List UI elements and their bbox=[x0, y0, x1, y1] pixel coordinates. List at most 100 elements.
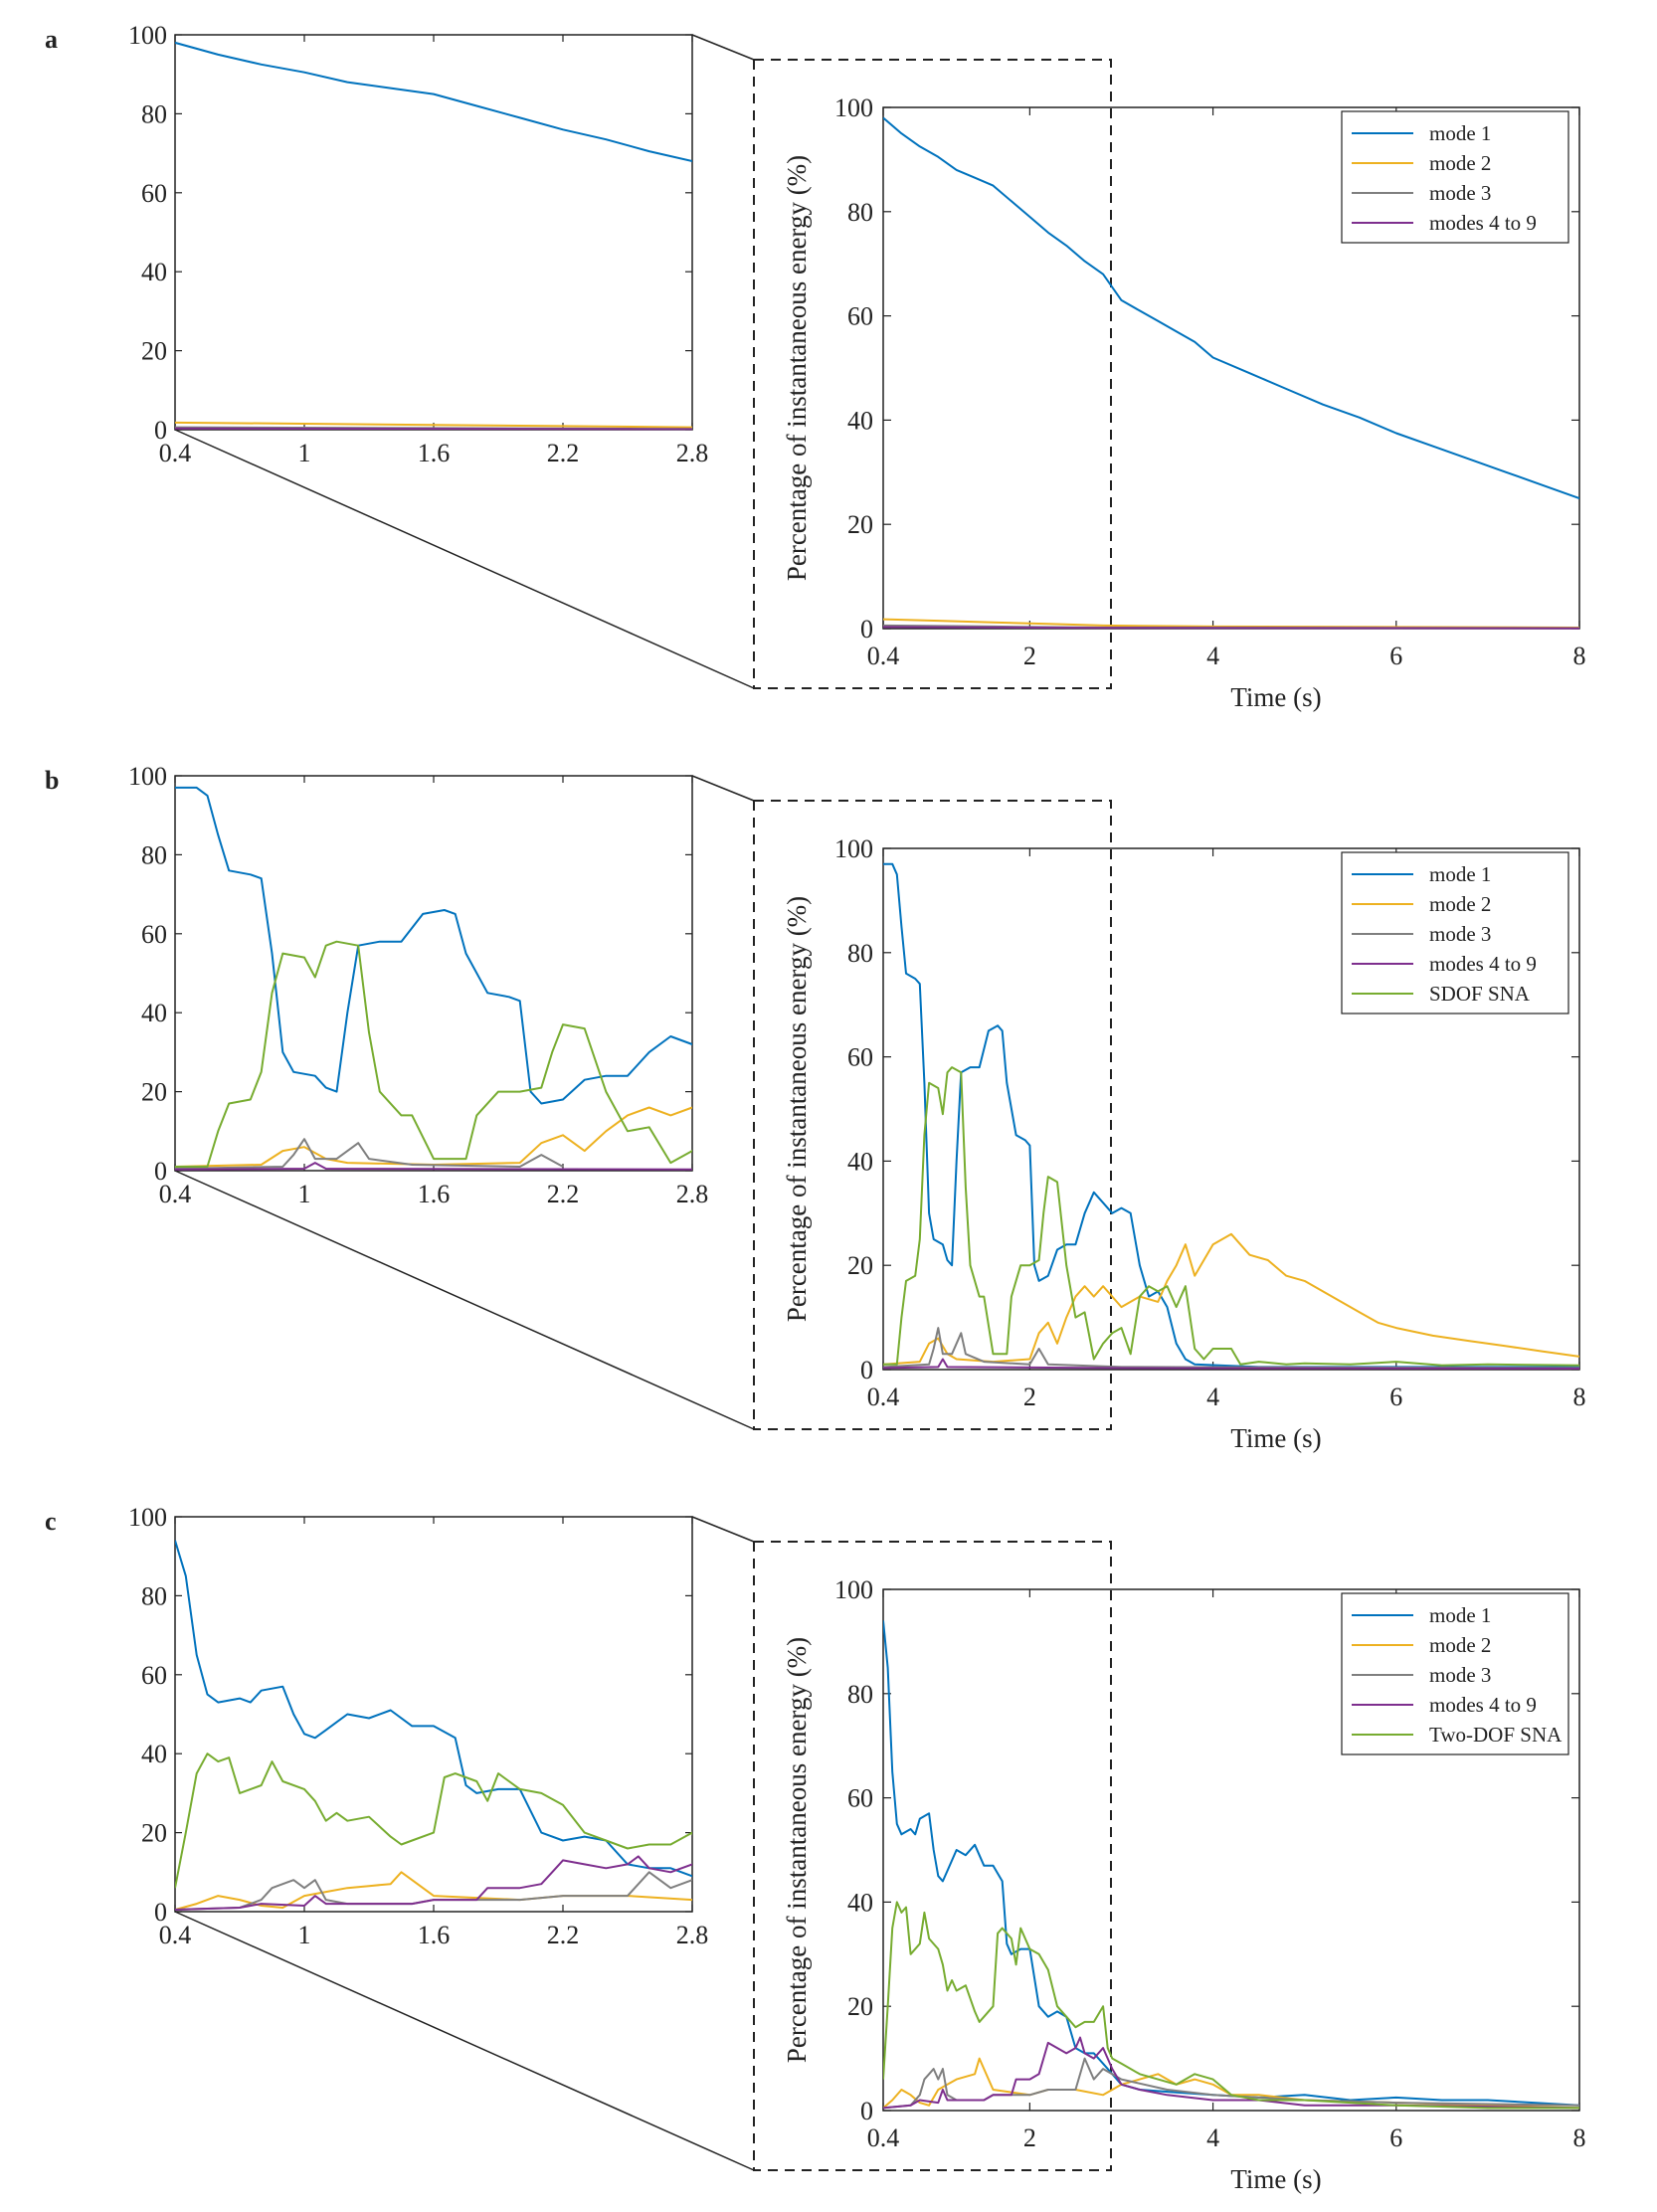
y-tick-label: 20 bbox=[847, 1992, 873, 2021]
y-tick-label: 40 bbox=[847, 406, 873, 435]
zoom-series-line-mode-2 bbox=[175, 1106, 692, 1168]
y-tick-label: 60 bbox=[847, 1043, 873, 1072]
zoom-y-tick-label: 100 bbox=[128, 21, 167, 50]
zoom-y-tick-label: 0 bbox=[154, 1898, 167, 1927]
x-tick-label: 4 bbox=[1206, 1382, 1219, 1411]
zoom-connector-line bbox=[174, 429, 755, 689]
zoom-x-tick-label: 2.8 bbox=[676, 1921, 709, 1949]
main-series-group bbox=[883, 116, 1579, 630]
zoom-series-line-mode-2 bbox=[175, 1871, 692, 1911]
legend-label: modes 4 to 9 bbox=[1429, 1693, 1537, 1717]
zoom-y-tick-label: 20 bbox=[141, 1819, 167, 1848]
zoom-x-tick-label: 1.6 bbox=[418, 1180, 451, 1208]
series-line-two-dof-sna bbox=[883, 1901, 1579, 2110]
y-tick-label: 0 bbox=[860, 2097, 873, 2125]
x-tick-label: 2 bbox=[1023, 2123, 1036, 2152]
x-tick-label: 2 bbox=[1023, 642, 1036, 670]
y-tick-label: 60 bbox=[847, 302, 873, 331]
zoom-series-group bbox=[175, 786, 692, 1171]
zoom-y-tick-label: 20 bbox=[141, 337, 167, 366]
panel-letter: a bbox=[45, 25, 58, 54]
zoom-connector-line bbox=[691, 1516, 755, 1543]
x-tick-label: 2 bbox=[1023, 1382, 1036, 1411]
x-tick-label: 8 bbox=[1573, 2123, 1586, 2152]
legend-label: mode 1 bbox=[1429, 1603, 1491, 1627]
main-series-group bbox=[883, 1620, 1579, 2110]
x-tick-label: 4 bbox=[1206, 642, 1219, 670]
legend: mode 1 mode 2 mode 3 modes 4 to 9 bbox=[1341, 110, 1569, 244]
legend-label: mode 1 bbox=[1429, 862, 1491, 886]
y-tick-label: 80 bbox=[847, 1680, 873, 1709]
zoom-y-tick-label: 80 bbox=[141, 99, 167, 128]
y-axis-label: Percentage of instantaneous energy (%) bbox=[782, 1637, 812, 2063]
chart-panel-b: b 0 20 40 60 80 100 0.4 2 4 6 8 Time (s) Percentage o… bbox=[45, 762, 1586, 1453]
legend: mode 1 mode 2 mode 3 modes 4 to 9 SDOF SNA bbox=[1341, 851, 1569, 1014]
zoom-series-line-mode-3 bbox=[175, 1871, 692, 1911]
y-tick-label: 20 bbox=[847, 510, 873, 539]
panel-letter: c bbox=[45, 1507, 57, 1536]
zoom-series-line-mode-1 bbox=[175, 786, 692, 1105]
zoom-y-tick-label: 40 bbox=[141, 258, 167, 286]
legend-label: mode 2 bbox=[1429, 892, 1491, 916]
zoom-y-tick-label: 100 bbox=[128, 1503, 167, 1532]
zoom-series-line-sdof-sna bbox=[175, 940, 692, 1168]
zoom-series-line-modes-4-to-9 bbox=[175, 1162, 692, 1171]
zoom-y-tick-label: 60 bbox=[141, 1661, 167, 1690]
zoom-series-group bbox=[175, 1540, 692, 1911]
zoom-x-tick-label: 1.6 bbox=[418, 1921, 451, 1949]
zoom-x-tick-label: 1 bbox=[298, 439, 311, 467]
legend-label: mode 3 bbox=[1429, 922, 1491, 946]
legend: mode 1 mode 2 mode 3 modes 4 to 9 Two-DOF SN… bbox=[1341, 1592, 1569, 1755]
y-tick-label: 0 bbox=[860, 1356, 873, 1384]
y-tick-label: 20 bbox=[847, 1251, 873, 1280]
zoom-plot-frame bbox=[174, 775, 693, 1172]
zoom-region-box bbox=[753, 800, 1112, 1430]
y-tick-label: 60 bbox=[847, 1784, 873, 1813]
zoom-x-tick-label: 2.2 bbox=[547, 1180, 580, 1208]
x-axis-label: Time (s) bbox=[1230, 1423, 1321, 1453]
legend-label: Two-DOF SNA bbox=[1429, 1723, 1563, 1747]
zoom-series-line-mode-2 bbox=[175, 421, 692, 429]
zoom-series-line-modes-4-to-9 bbox=[175, 427, 692, 431]
zoom-plot-frame bbox=[174, 1516, 693, 1913]
y-axis-label: Percentage of instantaneous energy (%) bbox=[782, 155, 812, 581]
zoom-x-tick-label: 2.8 bbox=[676, 439, 709, 467]
series-line-sdof-sna bbox=[883, 1066, 1579, 1367]
y-tick-label: 40 bbox=[847, 1147, 873, 1176]
series-line-mode-3 bbox=[883, 1327, 1579, 1370]
zoom-x-tick-label: 0.4 bbox=[159, 1180, 192, 1208]
zoom-x-tick-label: 1 bbox=[298, 1180, 311, 1208]
zoom-x-tick-label: 2.8 bbox=[676, 1180, 709, 1208]
zoom-y-tick-label: 40 bbox=[141, 999, 167, 1027]
x-tick-label: 0.4 bbox=[867, 642, 900, 670]
y-tick-label: 80 bbox=[847, 939, 873, 968]
zoom-y-tick-label: 60 bbox=[141, 179, 167, 208]
x-tick-label: 6 bbox=[1389, 2123, 1402, 2152]
legend-label: mode 3 bbox=[1429, 181, 1491, 205]
legend-label: SDOF SNA bbox=[1429, 982, 1531, 1006]
zoom-connector-line bbox=[174, 1170, 755, 1430]
x-tick-label: 8 bbox=[1573, 1382, 1586, 1411]
series-line-modes-4-to-9 bbox=[883, 2036, 1579, 2110]
y-tick-label: 40 bbox=[847, 1888, 873, 1917]
zoom-connector-line bbox=[691, 775, 755, 802]
chart-panel-c: c 0 20 40 60 80 100 0.4 2 4 6 8 Time (s) Percentage o… bbox=[45, 1503, 1586, 2194]
zoom-region-box bbox=[753, 59, 1112, 689]
main-plot-frame bbox=[882, 847, 1580, 1371]
y-tick-label: 100 bbox=[834, 1575, 873, 1604]
series-line-mode-1 bbox=[883, 116, 1579, 499]
legend-label: modes 4 to 9 bbox=[1429, 952, 1537, 976]
zoom-y-tick-label: 0 bbox=[154, 416, 167, 445]
y-tick-label: 0 bbox=[860, 615, 873, 644]
legend-label: modes 4 to 9 bbox=[1429, 211, 1537, 235]
x-tick-label: 6 bbox=[1389, 1382, 1402, 1411]
zoom-series-line-two-dof-sna bbox=[175, 1752, 692, 1889]
legend-label: mode 3 bbox=[1429, 1663, 1491, 1687]
zoom-y-tick-label: 40 bbox=[141, 1740, 167, 1768]
legend-label: mode 2 bbox=[1429, 151, 1491, 175]
zoom-series-group bbox=[175, 41, 692, 431]
y-tick-label: 100 bbox=[834, 834, 873, 863]
zoom-x-tick-label: 0.4 bbox=[159, 1921, 192, 1949]
